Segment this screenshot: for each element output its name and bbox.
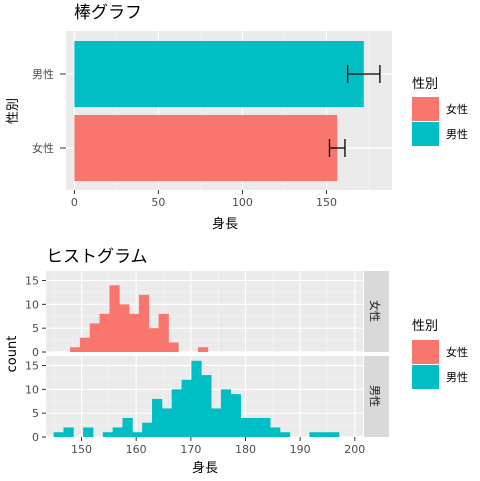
hist-y-tick-label: 5	[32, 322, 39, 335]
bar-chart-legend: 性別 女性 男性	[412, 77, 468, 146]
hist-bin-male	[53, 432, 64, 437]
error-bar	[346, 65, 381, 83]
facet-strip-female	[364, 271, 389, 352]
hist-bin-male	[279, 432, 291, 437]
hist-bin-female	[148, 328, 159, 352]
bar-x-tick-label: 0	[71, 196, 78, 209]
histogram-x-ticks: 150 160 170 180 190 200	[71, 437, 365, 456]
hist-y-tick-label: 5	[32, 407, 39, 420]
hist-bin-male	[161, 408, 173, 437]
histogram-legend: 性別 女性 男性	[412, 319, 468, 389]
hist-bin-female	[89, 323, 100, 352]
hist-bin-female	[168, 342, 179, 352]
bar-chart: 棒グラフ 0 50 100 150 男性 女性 身長 性別 性別 女性 男性	[6, 3, 468, 232]
hist-bin-male	[171, 389, 182, 437]
hist-bin-male	[181, 379, 192, 437]
error-bar	[328, 139, 346, 157]
legend-key-female	[412, 97, 439, 121]
hist-bin-male	[142, 422, 153, 437]
hist-bin-male	[309, 432, 320, 437]
hist-bin-male	[211, 408, 222, 437]
bar-chart-y-ticks: 男性 女性	[32, 67, 66, 155]
hist-y-tick-label: 0	[32, 431, 39, 444]
hist-x-tick-label: 200	[344, 443, 365, 456]
hist-bin-male	[319, 432, 330, 437]
hist-bin-male	[270, 427, 281, 437]
hist-y-tick-label: 0	[32, 346, 39, 359]
facet-strip-male	[364, 356, 389, 437]
hist-x-tick-label: 160	[126, 443, 147, 456]
hist-bin-male	[83, 427, 94, 437]
bar-chart-title: 棒グラフ	[74, 3, 142, 23]
hist-bin-female	[158, 313, 169, 352]
hist-bin-male	[132, 432, 143, 437]
hist-bin-female	[70, 347, 81, 352]
bar-female	[74, 115, 338, 181]
hist-bin-female	[119, 304, 130, 352]
bar-chart-marks	[74, 41, 381, 181]
hist-bin-male	[191, 360, 202, 437]
hist-bin-male	[240, 417, 251, 437]
hist-bin-male	[250, 417, 261, 437]
histogram-x-axis-title: 身長	[192, 460, 218, 476]
hist-y-tick-label: 15	[25, 275, 39, 288]
hist-bin-male	[260, 417, 271, 437]
legend-label-female: 女性	[446, 102, 468, 116]
hist-bin-male	[230, 394, 241, 437]
bar-chart-y-axis-title: 性別	[6, 98, 21, 124]
bar-y-tick-label: 女性	[32, 141, 54, 155]
facet-strip-label-male: 男性	[368, 385, 382, 407]
hist-bin-female	[129, 313, 140, 352]
hist-y-tick-label: 10	[25, 383, 39, 396]
bar-x-tick-label: 150	[316, 196, 337, 209]
hist-bin-male	[63, 427, 74, 437]
histogram-marks	[53, 285, 340, 437]
legend-key-male	[412, 122, 439, 146]
legend-label-male: 男性	[446, 370, 468, 384]
hist-bin-male	[152, 398, 163, 437]
hist-x-tick-label: 190	[290, 443, 311, 456]
hist-bin-female	[79, 337, 91, 352]
hist-bin-male	[102, 432, 114, 437]
hist-bin-male	[112, 427, 123, 437]
bar-y-tick-label: 男性	[32, 67, 54, 81]
bar-x-tick-label: 50	[151, 196, 165, 209]
hist-bin-male	[329, 432, 340, 437]
legend-key-male	[412, 365, 439, 389]
hist-bin-female	[197, 347, 209, 352]
bar-male	[74, 41, 364, 107]
bar-chart-x-ticks: 0 50 100 150	[71, 190, 337, 209]
hist-bin-male	[122, 417, 133, 437]
hist-y-tick-label: 15	[25, 360, 39, 373]
hist-bin-female	[99, 313, 110, 352]
hist-x-tick-label: 170	[180, 443, 201, 456]
legend-label-female: 女性	[446, 345, 468, 359]
legend-title: 性別	[412, 77, 438, 92]
legend-title: 性別	[412, 319, 438, 334]
facet-strip-label-female: 女性	[368, 300, 382, 322]
hist-bin-female	[138, 294, 150, 352]
hist-bin-male	[220, 389, 232, 437]
hist-y-tick-label: 10	[25, 298, 39, 311]
bar-chart-x-axis-title: 身長	[212, 216, 238, 232]
hist-x-tick-label: 180	[235, 443, 256, 456]
hist-bin-male	[201, 375, 212, 437]
histogram-y-axis-title: count	[5, 336, 20, 373]
hist-bin-female	[109, 285, 120, 352]
histogram-title: ヒストグラム	[46, 247, 148, 267]
legend-key-female	[412, 340, 439, 364]
legend-label-male: 男性	[446, 127, 468, 141]
hist-x-tick-label: 150	[71, 443, 92, 456]
bar-x-tick-label: 100	[232, 196, 253, 209]
